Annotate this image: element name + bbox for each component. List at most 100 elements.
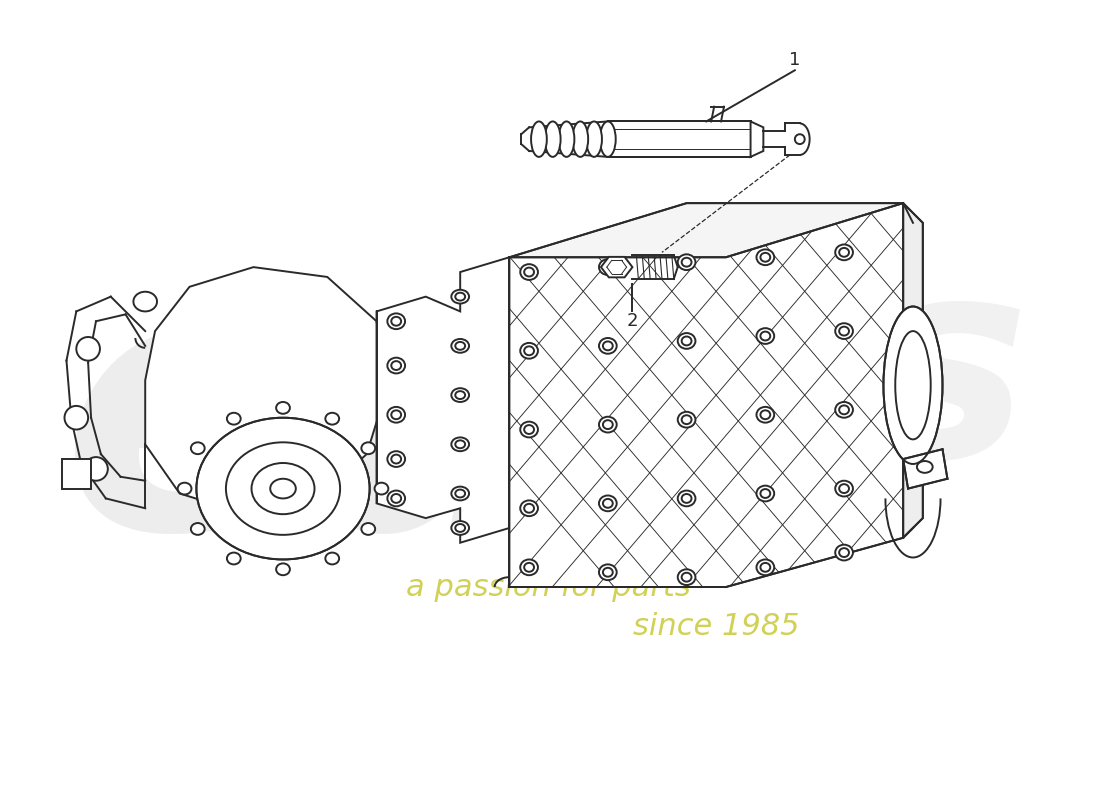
Ellipse shape [839,484,849,493]
Ellipse shape [835,545,852,561]
Polygon shape [601,257,632,278]
Ellipse shape [362,442,375,454]
Ellipse shape [760,410,770,419]
Ellipse shape [451,339,469,353]
Ellipse shape [757,407,774,422]
Ellipse shape [276,563,290,575]
Ellipse shape [451,438,469,451]
Ellipse shape [835,481,852,497]
Circle shape [85,457,108,481]
Polygon shape [608,122,750,157]
Ellipse shape [682,415,692,424]
Ellipse shape [520,501,538,516]
Text: a passion for parts: a passion for parts [406,573,691,602]
Ellipse shape [392,361,402,370]
Ellipse shape [520,422,538,438]
Ellipse shape [451,388,469,402]
Polygon shape [376,258,509,542]
Ellipse shape [525,346,533,355]
Circle shape [795,134,805,144]
Ellipse shape [883,306,943,464]
Ellipse shape [451,486,469,501]
Ellipse shape [682,258,692,266]
Ellipse shape [375,482,388,494]
Ellipse shape [191,442,205,454]
Ellipse shape [387,407,405,422]
Ellipse shape [362,523,375,535]
Ellipse shape [835,402,852,418]
Ellipse shape [387,314,405,329]
Ellipse shape [757,486,774,502]
PathPatch shape [509,203,903,587]
Ellipse shape [544,122,561,157]
Ellipse shape [392,410,402,419]
Ellipse shape [559,122,574,157]
Ellipse shape [839,548,849,557]
Ellipse shape [455,440,465,448]
Polygon shape [750,122,763,157]
Ellipse shape [600,417,617,433]
Ellipse shape [678,333,695,349]
Ellipse shape [455,391,465,399]
Ellipse shape [387,490,405,506]
Ellipse shape [678,570,695,585]
Polygon shape [62,459,91,489]
Ellipse shape [678,490,695,506]
Polygon shape [903,450,947,489]
Ellipse shape [839,248,849,257]
Ellipse shape [603,342,613,350]
Text: r: r [568,226,746,574]
Ellipse shape [600,259,617,275]
Ellipse shape [392,454,402,463]
Ellipse shape [455,490,465,498]
Ellipse shape [451,521,469,535]
Ellipse shape [760,563,770,572]
Text: 1: 1 [789,51,801,70]
Ellipse shape [603,262,613,271]
Polygon shape [509,203,903,258]
Ellipse shape [227,413,241,425]
Ellipse shape [839,326,849,335]
Ellipse shape [520,264,538,280]
Ellipse shape [600,338,617,354]
Ellipse shape [326,553,339,564]
Ellipse shape [520,343,538,358]
Ellipse shape [757,250,774,265]
Ellipse shape [600,564,617,580]
Ellipse shape [835,245,852,260]
Ellipse shape [603,568,613,577]
Text: since 1985: since 1985 [632,612,800,641]
Ellipse shape [525,504,533,513]
Text: eu: eu [62,255,563,604]
Ellipse shape [682,494,692,503]
Ellipse shape [455,293,465,301]
Ellipse shape [682,573,692,582]
Circle shape [76,337,100,361]
Ellipse shape [839,406,849,414]
Ellipse shape [276,402,290,414]
Ellipse shape [678,254,695,270]
Ellipse shape [531,122,547,157]
Ellipse shape [326,413,339,425]
Ellipse shape [603,499,613,508]
Ellipse shape [520,559,538,575]
Ellipse shape [387,358,405,374]
Ellipse shape [197,418,370,559]
Ellipse shape [525,268,533,277]
Ellipse shape [757,328,774,344]
Ellipse shape [600,495,617,511]
Text: 2: 2 [627,312,638,330]
Ellipse shape [392,494,402,503]
Ellipse shape [572,122,588,157]
Polygon shape [903,203,923,538]
Ellipse shape [600,122,616,157]
Ellipse shape [525,425,533,434]
Ellipse shape [678,412,695,427]
Ellipse shape [178,482,191,494]
Ellipse shape [760,331,770,341]
Ellipse shape [917,461,933,473]
Ellipse shape [455,524,465,532]
Ellipse shape [191,523,205,535]
Ellipse shape [451,290,469,303]
Ellipse shape [392,317,402,326]
